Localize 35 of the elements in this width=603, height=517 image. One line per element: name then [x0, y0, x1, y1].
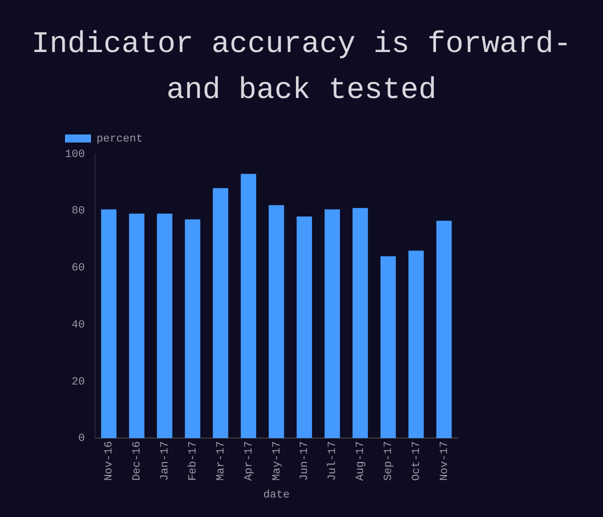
x-tick-label: Jun-17 — [299, 441, 312, 481]
y-tick-label: 40 — [72, 319, 85, 332]
x-axis-title: date — [263, 489, 290, 502]
y-tick-label: 60 — [72, 262, 85, 275]
bar — [240, 174, 256, 438]
x-tick-label: Apr-17 — [243, 441, 256, 481]
bar — [296, 216, 312, 438]
bar — [156, 214, 172, 438]
y-tick-label: 0 — [78, 433, 85, 446]
bar — [324, 209, 340, 438]
x-tick-label: Aug-17 — [355, 441, 368, 481]
x-tick-label: Nov-16 — [104, 441, 116, 481]
x-tick-label: Jul-17 — [327, 441, 340, 481]
y-tick-label: 100 — [64, 148, 85, 161]
x-tick-label: Dec-16 — [132, 441, 144, 481]
x-tick-label: May-17 — [271, 441, 284, 481]
x-tick-label: Feb-17 — [187, 441, 200, 481]
x-tick-label: Nov-17 — [438, 441, 451, 481]
y-tick-label: 80 — [72, 206, 85, 218]
bar — [101, 209, 116, 438]
x-tick-label: Jan-17 — [160, 441, 172, 481]
x-tick-label: Sep-17 — [383, 441, 396, 481]
bar — [268, 205, 284, 438]
bar — [436, 220, 452, 438]
x-tick-label: Mar-17 — [215, 441, 228, 481]
bar — [352, 208, 368, 438]
bar — [212, 188, 228, 438]
bar — [408, 250, 424, 438]
y-tick-label: 20 — [72, 376, 85, 388]
bar — [129, 214, 144, 438]
bar — [380, 256, 396, 438]
x-tick-label: Oct-17 — [411, 441, 423, 481]
chart-title: Indicator accuracy is forward-and back tested — [30, 27, 573, 110]
bar — [184, 219, 200, 438]
legend-label: percent — [96, 133, 143, 146]
